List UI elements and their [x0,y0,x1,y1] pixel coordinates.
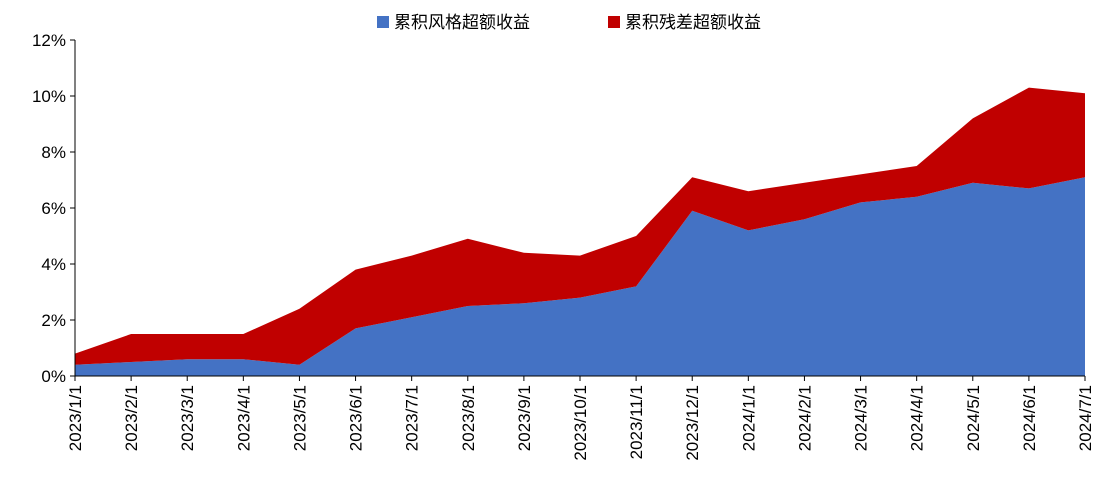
legend-label-style: 累积风格超额收益 [394,13,530,33]
y-tick-label: 2% [41,311,66,330]
area-series-1 [75,177,1085,376]
x-tick-label: 2024/3/1 [852,385,871,451]
x-tick-label: 2024/7/1 [1076,385,1095,451]
legend-item-style: 累积风格超额收益 [377,13,530,33]
x-tick-label: 2023/9/1 [515,385,534,451]
legend-item-residual: 累积残差超额收益 [608,13,761,33]
legend: 累积风格超额收益 累积残差超额收益 [377,13,761,33]
y-tick-label: 12% [32,31,66,50]
x-tick-label: 2024/6/1 [1020,385,1039,451]
x-tick-label: 2023/12/1 [683,385,702,461]
x-tick-label: 2024/2/1 [795,385,814,451]
x-tick-label: 2023/2/1 [122,385,141,451]
x-tick-label: 2023/11/1 [627,385,646,459]
x-tick-label: 2023/8/1 [459,385,478,451]
x-tick-label: 2024/5/1 [964,385,983,451]
x-tick-label: 2024/1/1 [739,385,758,451]
x-tick-label: 2023/6/1 [347,385,366,451]
plot-area [75,87,1085,376]
y-tick-label: 4% [41,255,66,274]
x-tick-label: 2023/3/1 [178,385,197,451]
x-tick-label: 2023/5/1 [290,385,309,451]
y-tick-label: 0% [41,367,66,386]
legend-swatch-residual [608,16,620,28]
y-tick-label: 8% [41,143,66,162]
y-tick-label: 10% [32,87,66,106]
x-tick-label: 2023/7/1 [403,385,422,451]
legend-label-residual: 累积残差超额收益 [625,13,761,33]
area-series-2 [75,87,1085,365]
x-tick-label: 2023/10/1 [571,385,590,461]
x-tick-label: 2023/1/1 [66,385,85,451]
y-axis-ticks: 0% 2% 4% 6% 8% 10% 12% [32,31,75,386]
y-tick-label: 6% [41,199,66,218]
x-tick-label: 2024/4/1 [908,385,927,451]
x-axis-ticks: 2023/1/1 2023/2/1 2023/3/1 2023/4/1 2023/5/1… [66,376,1095,461]
x-tick-label: 2023/4/1 [234,385,253,451]
legend-swatch-style [377,16,389,28]
